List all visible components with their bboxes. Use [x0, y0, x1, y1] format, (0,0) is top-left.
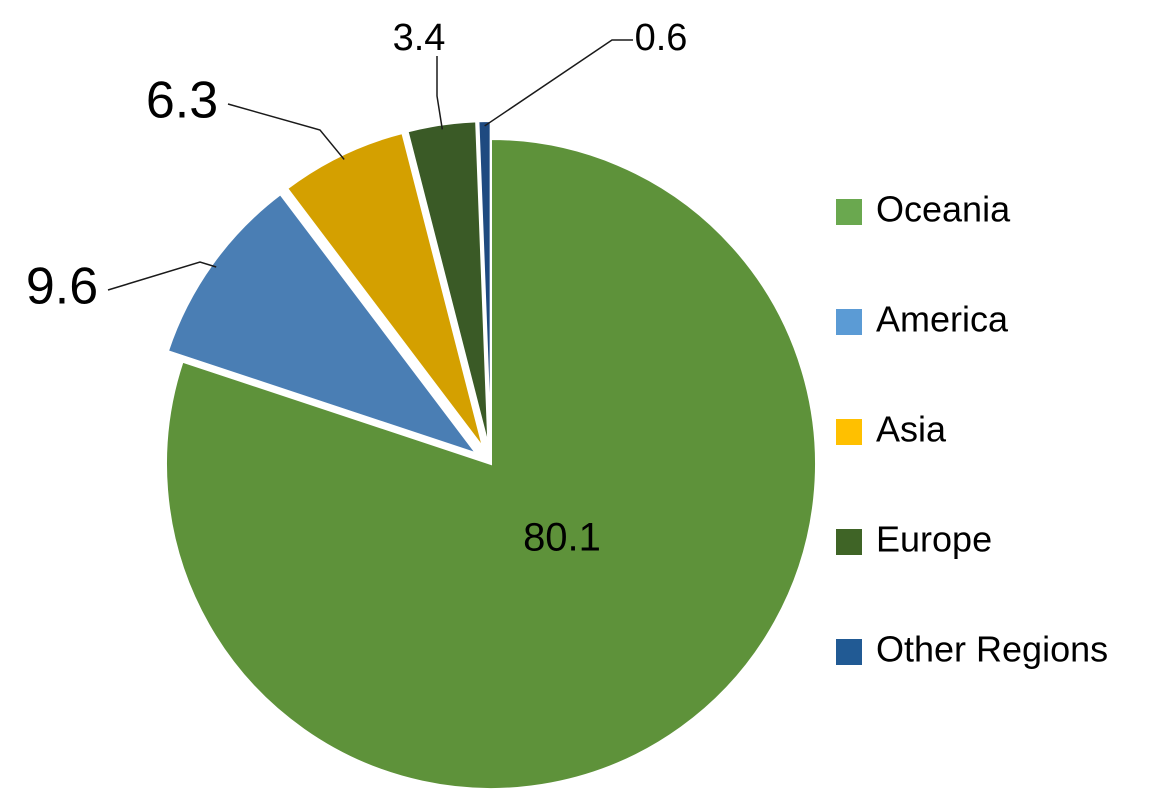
data-label-other-regions: 0.6: [635, 17, 688, 59]
leader-line-asia: [227, 103, 345, 160]
leader-line-america: [107, 261, 217, 291]
pie-slices: [165, 120, 817, 789]
legend-swatch-america: [836, 309, 862, 335]
legend-label-other-regions: Other Regions: [876, 629, 1108, 670]
legend-label-asia: Asia: [876, 409, 947, 450]
data-label-america: 9.6: [26, 258, 98, 316]
legend-label-america: America: [876, 299, 1009, 340]
leader-line-europe: [436, 56, 444, 130]
legend-swatch-oceania: [836, 199, 862, 225]
label-leader-lines: [107, 39, 633, 291]
leader-line-other-regions: [484, 39, 633, 127]
legend-swatch-other-regions: [836, 639, 862, 665]
legend-swatch-europe: [836, 529, 862, 555]
pie-slice-oceania: [165, 137, 817, 789]
data-label-europe: 3.4: [393, 17, 446, 59]
pie-slice-america: [166, 192, 480, 456]
legend-label-europe: Europe: [876, 519, 992, 560]
data-label-oceania: 80.1: [523, 516, 601, 560]
legend-label-oceania: Oceania: [876, 189, 1011, 230]
legend-swatch-asia: [836, 419, 862, 445]
data-labels: 80.1 9.6 6.3 3.4 0.6: [26, 17, 688, 560]
legend: Oceania America Asia Europe Other Regions: [836, 189, 1108, 670]
data-label-asia: 6.3: [146, 72, 218, 130]
pie-slice-asia: [285, 131, 485, 449]
